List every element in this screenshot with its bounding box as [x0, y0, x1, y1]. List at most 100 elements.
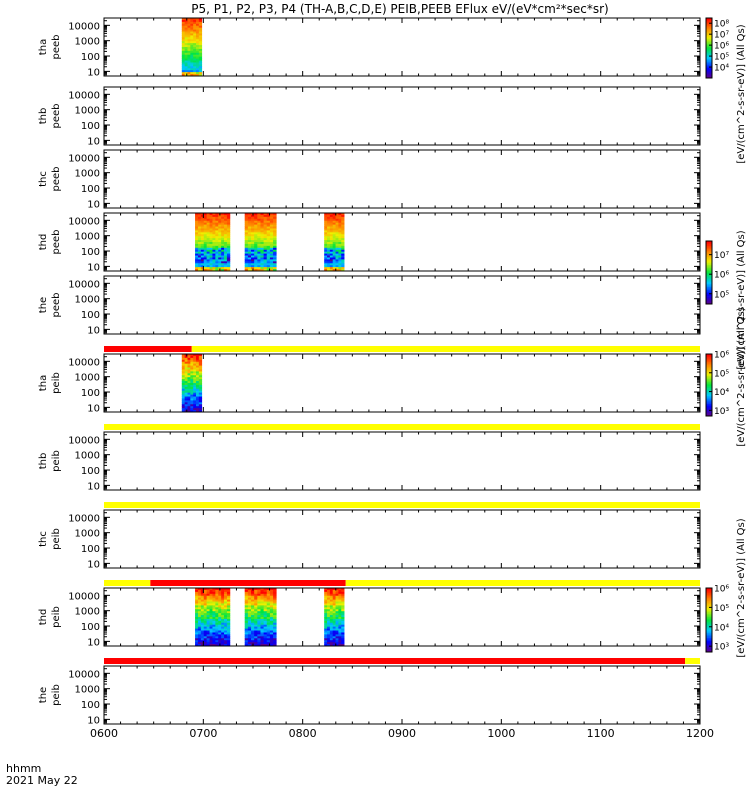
- spectrogram-cell: [324, 644, 328, 647]
- spectrogram-cell: [206, 626, 210, 629]
- spectrogram-cell: [257, 222, 261, 225]
- spectrogram-cell: [244, 597, 249, 600]
- spectrogram-cell: [266, 220, 271, 224]
- spectrogram-cell: [332, 599, 336, 602]
- spectrogram-cell: [335, 624, 339, 628]
- spectrogram-cell: [224, 216, 228, 220]
- spectrogram-cell: [263, 214, 268, 218]
- spectrogram-cell: [209, 588, 213, 591]
- spectrogram-cell: [195, 628, 199, 631]
- spectrogram-cell: [341, 595, 345, 599]
- spectrogram-cell: [195, 595, 199, 599]
- spectrogram-cell: [266, 615, 271, 618]
- spectrogram-cell: [221, 634, 225, 637]
- spectrogram-cell: [247, 249, 252, 253]
- spectrogram-cell: [195, 240, 199, 243]
- panel-frame: [103, 275, 701, 335]
- spectrogram-cell: [181, 54, 186, 58]
- spectrogram-cell: [324, 224, 328, 227]
- spectrogram-cell: [190, 31, 194, 34]
- spectrogram-cell: [224, 247, 228, 251]
- spectrogram-cell: [203, 601, 208, 604]
- spectrogram-cell: [206, 638, 210, 641]
- mode-bar-segment: [345, 580, 700, 586]
- spectrogram-cell: [203, 253, 208, 256]
- spectrogram-cell: [209, 224, 213, 227]
- spectrogram-cell: [197, 636, 202, 639]
- spectrogram-cell: [187, 357, 191, 361]
- spectrogram-cell: [184, 48, 188, 52]
- spectrogram-cell: [203, 644, 208, 647]
- spectrogram-cell: [197, 261, 202, 264]
- spectrogram-cell: [257, 640, 261, 643]
- spectrogram-cell: [324, 622, 328, 626]
- spectrogram-cell: [212, 218, 216, 222]
- spectrogram-cell: [212, 638, 216, 641]
- spectrogram-cell: [224, 632, 228, 635]
- spectrogram-cell: [206, 265, 210, 268]
- spectrogram-cell: [247, 253, 252, 256]
- spectrogram-cell: [190, 365, 194, 368]
- colorbar-tick-label: 10⁶: [714, 351, 729, 361]
- spectrogram-cell: [215, 257, 219, 260]
- spectrogram-cell: [260, 613, 264, 616]
- spectrogram-cell: [218, 601, 222, 604]
- chart-title: P5, P1, P2, P3, P4 (TH-A,B,C,D,E) PEIB,P…: [191, 2, 608, 16]
- spectrogram-cell: [269, 638, 274, 641]
- panel-probe-label: thb: [38, 453, 49, 470]
- spectrogram-cell: [198, 383, 203, 386]
- spectrogram-cell: [181, 41, 186, 44]
- spectrogram-cell: [203, 216, 208, 220]
- spectrogram-cell: [341, 245, 345, 249]
- spectrogram-cell: [203, 228, 208, 231]
- spectrogram-cell: [341, 603, 345, 606]
- spectrogram-cell: [260, 228, 264, 231]
- spectrogram-cell: [181, 408, 186, 411]
- spectrogram-cell: [244, 261, 249, 264]
- spectrogram-cell: [197, 624, 202, 628]
- spectrogram-cell: [327, 589, 331, 593]
- spectrogram-cell: [190, 404, 194, 407]
- spectrogram-cell: [224, 630, 228, 633]
- spectrogram-cell: [251, 222, 255, 225]
- spectrogram-cell: [327, 253, 331, 256]
- spectrogram-cell: [332, 618, 336, 622]
- spectrogram-cell: [203, 259, 208, 262]
- spectrogram-cell: [254, 628, 258, 631]
- spectrogram-cell: [203, 589, 208, 593]
- spectrogram-cell: [215, 263, 219, 266]
- spectrogram-cell: [335, 601, 339, 604]
- spectrogram-cell: [257, 618, 261, 622]
- spectrogram-cell: [266, 588, 271, 591]
- spectrogram-cell: [224, 242, 228, 245]
- colorbar-swatch: [706, 52, 712, 55]
- spectrogram-cell: [266, 234, 271, 237]
- spectrogram-cell: [195, 249, 199, 253]
- spectrogram-cell: [221, 624, 225, 628]
- spectrogram-cell: [209, 228, 213, 231]
- spectrogram-cell: [327, 617, 331, 620]
- spectrogram-cell: [254, 607, 258, 610]
- spectrogram-cell: [193, 359, 197, 363]
- spectrogram-cell: [266, 605, 271, 608]
- spectrogram-cell: [226, 255, 231, 258]
- spectrogram-cell: [324, 593, 328, 597]
- spectrogram-cell: [221, 617, 225, 620]
- spectrogram-cell: [273, 259, 277, 262]
- spectrogram-cell: [251, 611, 255, 614]
- colorbar-swatch: [706, 58, 712, 61]
- spectrogram-cell: [195, 605, 199, 608]
- spectrogram-cell: [327, 601, 331, 604]
- spectrogram-cell: [200, 269, 205, 272]
- spectrogram-cell: [257, 588, 261, 591]
- spectrogram-cell: [195, 620, 199, 624]
- spectrogram-cell: [212, 597, 216, 600]
- spectrogram-cell: [244, 263, 249, 266]
- spectrogram-cell: [190, 357, 194, 361]
- panel-species-label: peeb: [51, 230, 62, 255]
- spectrogram-cell: [263, 618, 268, 622]
